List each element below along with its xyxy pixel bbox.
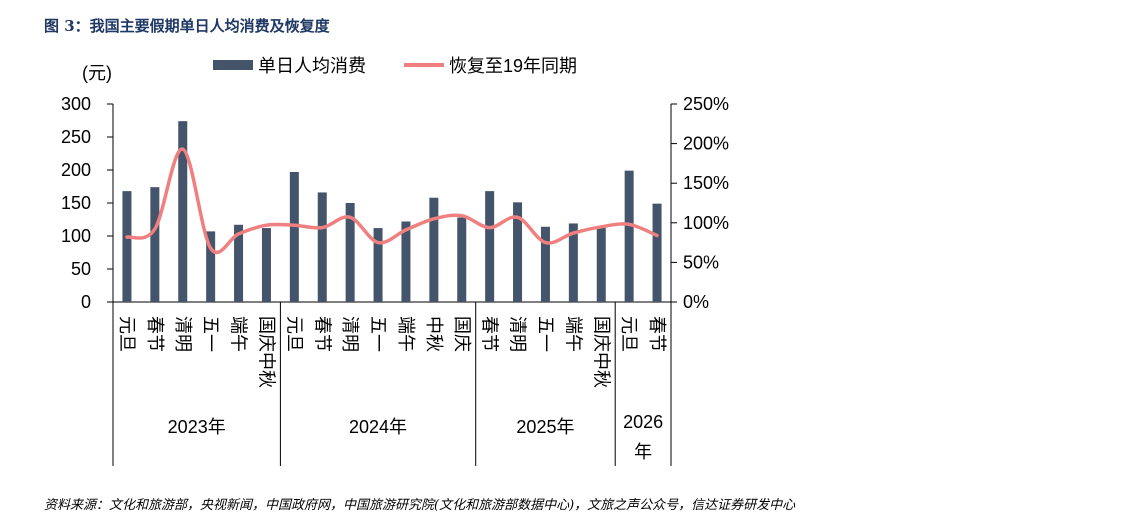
x-category-label: 清明 — [508, 316, 528, 352]
bar — [289, 171, 299, 302]
bar — [540, 226, 550, 302]
x-category-label: 五一 — [201, 316, 221, 352]
legend-label-line: 恢复至19年同期 — [449, 56, 577, 76]
bar — [568, 223, 578, 302]
bar — [429, 197, 439, 302]
x-category-labels: 元旦 春节 清明 五一 端午 国庆中秋 元旦 春节 清明 五一 端午 中秋 国庆 春节 清明 五一 端午 国庆中秋… — [117, 316, 667, 388]
y-tick-label: 0 — [81, 292, 91, 312]
y-tick-label: 50 — [71, 259, 91, 279]
y2-tick-label: 200% — [683, 134, 729, 154]
x-group-labels: 2023年 2024年 2025年 2026 年 — [112, 302, 672, 466]
bar — [485, 191, 495, 302]
y-tick-label: 200 — [61, 160, 91, 180]
x-category-label: 端午 — [229, 316, 249, 352]
x-category-label: 春节 — [647, 316, 667, 352]
x-category-label: 元旦 — [117, 316, 137, 352]
y-tick-label: 300 — [61, 94, 91, 114]
y2-tick-label: 100% — [683, 213, 729, 233]
recovery-line — [125, 147, 659, 255]
x-group-label: 2023年 — [168, 417, 226, 437]
figure-source: 资料来源：文化和旅游部，央视新闻，中国政府网，中国旅游研究院(文化和旅游部数据中… — [44, 498, 796, 513]
bar-series — [122, 121, 662, 302]
bar — [513, 202, 523, 302]
bar — [457, 217, 467, 302]
x-group-label: 年 — [634, 442, 652, 462]
x-category-label: 端午 — [396, 316, 416, 352]
x-category-label: 五一 — [535, 316, 555, 352]
bar — [122, 191, 132, 302]
bar — [596, 226, 606, 302]
x-category-label: 元旦 — [284, 316, 304, 352]
x-category-label: 端午 — [563, 316, 583, 352]
bar — [624, 170, 634, 302]
y-tick-label: 150 — [61, 193, 91, 213]
y-tick-label: 100 — [61, 226, 91, 246]
y2-tick-label: 50% — [683, 252, 719, 272]
line-series — [125, 147, 659, 255]
x-category-label: 中秋 — [424, 316, 444, 352]
legend-swatch-bar — [213, 60, 253, 70]
x-group-label: 2025年 — [516, 417, 574, 437]
x-category-label: 国庆中秋 — [256, 316, 276, 388]
bar — [373, 228, 383, 302]
bar — [150, 187, 160, 302]
bar — [206, 231, 216, 302]
bar — [234, 224, 244, 302]
bar — [345, 203, 355, 302]
axes: 0 50 100 150 200 250 300 0% 50% 100% 150% 200% 250% — [61, 94, 729, 312]
legend-label-bar: 单日人均消费 — [258, 56, 366, 76]
x-category-label: 元旦 — [619, 316, 639, 352]
bar — [652, 203, 662, 302]
x-group-label: 2026 — [623, 412, 663, 432]
x-category-label: 春节 — [145, 316, 165, 352]
x-category-label: 国庆中秋 — [591, 316, 611, 388]
bar — [261, 228, 271, 302]
x-category-label: 五一 — [368, 316, 388, 352]
x-category-label: 春节 — [312, 316, 332, 352]
x-category-label: 清明 — [340, 316, 360, 352]
bar — [401, 221, 411, 302]
bar — [178, 121, 188, 302]
x-group-label: 2024年 — [349, 417, 407, 437]
y2-tick-label: 0% — [683, 292, 709, 312]
y-tick-label: 250 — [61, 127, 91, 147]
x-category-label: 国庆 — [452, 316, 472, 352]
x-category-label: 清明 — [173, 316, 193, 352]
legend: 单日人均消费 恢复至19年同期 — [213, 56, 577, 76]
y-unit-label: (元) — [82, 63, 112, 83]
y2-tick-label: 150% — [683, 173, 729, 193]
bar — [317, 192, 327, 302]
y2-tick-label: 250% — [683, 94, 729, 114]
x-category-label: 春节 — [480, 316, 500, 352]
figure-title: 图 3：我国主要假期单日人均消费及恢复度 — [44, 17, 330, 35]
